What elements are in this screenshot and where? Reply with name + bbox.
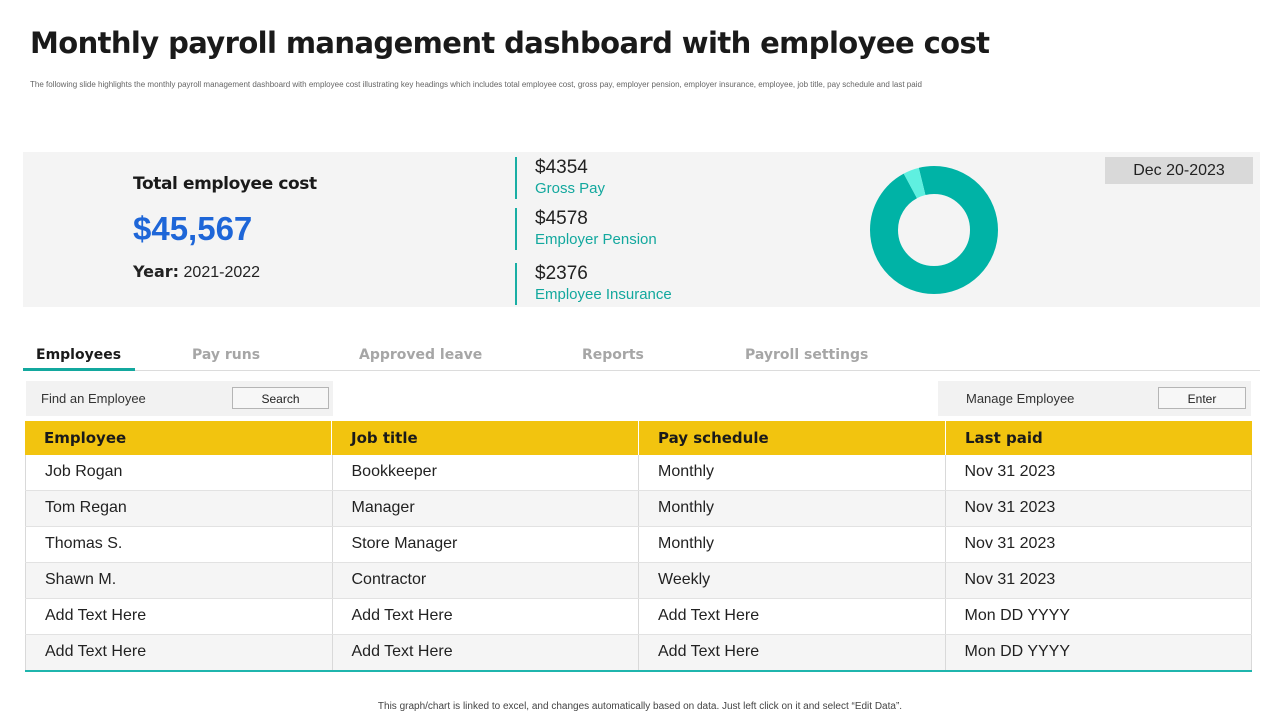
cell-employee: Thomas S.: [25, 527, 332, 562]
manage-employee-label: Manage Employee: [966, 391, 1075, 406]
cell-employee: Job Rogan: [25, 455, 332, 490]
metric-label: Employee Insurance: [535, 286, 672, 303]
cell-pay-schedule: Monthly: [638, 527, 945, 562]
metric-employer-pension: $4578 Employer Pension: [515, 208, 657, 250]
cell-job-title: Add Text Here: [331, 635, 639, 670]
cell-job-title: Store Manager: [331, 527, 639, 562]
column-header-pay-schedule: Pay schedule: [639, 421, 946, 455]
table-row[interactable]: Shawn M. Contractor Weekly Nov 31 2023: [25, 563, 1252, 599]
column-header-job-title: Job title: [332, 421, 639, 455]
year-row: Year: 2021-2022: [133, 262, 260, 282]
cell-job-title: Contractor: [331, 563, 639, 598]
cost-donut-chart: [870, 166, 998, 294]
cell-last-paid: Mon DD YYYY: [944, 599, 1252, 634]
year-label: Year:: [133, 262, 180, 281]
table-row[interactable]: Add Text Here Add Text Here Add Text Her…: [25, 599, 1252, 635]
metric-value: $4354: [535, 157, 588, 178]
cell-pay-schedule: Add Text Here: [638, 635, 945, 670]
page-subtitle: The following slide highlights the month…: [30, 80, 922, 89]
table-row[interactable]: Tom Regan Manager Monthly Nov 31 2023: [25, 491, 1252, 527]
cell-job-title: Manager: [331, 491, 639, 526]
cell-last-paid: Nov 31 2023: [944, 563, 1252, 598]
total-employee-cost-label: Total employee cost: [133, 174, 317, 194]
tab-reports[interactable]: Reports: [582, 347, 644, 363]
cell-last-paid: Nov 31 2023: [944, 491, 1252, 526]
tab-payroll-settings[interactable]: Payroll settings: [745, 347, 869, 363]
cell-pay-schedule: Monthly: [638, 455, 945, 490]
table-header: Employee Job title Pay schedule Last pai…: [25, 421, 1252, 455]
enter-button[interactable]: Enter: [1158, 387, 1246, 409]
footnote: This graph/chart is linked to excel, and…: [377, 701, 903, 712]
employee-table: Employee Job title Pay schedule Last pai…: [25, 421, 1252, 672]
cell-pay-schedule: Add Text Here: [638, 599, 945, 634]
column-header-last-paid: Last paid: [965, 429, 1043, 447]
total-employee-cost-value: $45,567: [133, 210, 253, 247]
search-button[interactable]: Search: [232, 387, 329, 409]
tab-pay-runs[interactable]: Pay runs: [192, 347, 261, 363]
cell-last-paid: Mon DD YYYY: [944, 635, 1252, 670]
active-tab-indicator: [23, 368, 135, 371]
metric-value: $2376: [535, 263, 588, 284]
metric-label: Gross Pay: [535, 180, 606, 197]
cell-employee: Tom Regan: [25, 491, 332, 526]
table-row[interactable]: Thomas S. Store Manager Monthly Nov 31 2…: [25, 527, 1252, 563]
find-employee-box: Find an Employee Search: [26, 381, 333, 416]
column-header-employee: Employee: [25, 421, 332, 455]
cell-pay-schedule: Weekly: [638, 563, 945, 598]
donut-slice-0: [870, 166, 998, 294]
metric-value: $4578: [535, 208, 588, 229]
cell-last-paid: Nov 31 2023: [944, 527, 1252, 562]
cell-employee: Add Text Here: [25, 599, 332, 634]
cell-job-title: Add Text Here: [331, 599, 639, 634]
tab-approved-leave[interactable]: Approved leave: [359, 347, 483, 363]
tab-employees[interactable]: Employees: [36, 347, 122, 363]
tab-bar: Employees Pay runs Approved leave Report…: [23, 342, 1260, 371]
date-badge: Dec 20-2023: [1105, 157, 1253, 184]
cell-last-paid: Nov 31 2023: [944, 455, 1252, 490]
find-employee-label: Find an Employee: [41, 391, 146, 406]
cell-pay-schedule: Monthly: [638, 491, 945, 526]
metric-employee-insurance: $2376 Employee Insurance: [515, 263, 672, 305]
metric-gross-pay: $4354 Gross Pay: [515, 157, 605, 199]
cell-job-title: Bookkeeper: [331, 455, 639, 490]
table-row[interactable]: Job Rogan Bookkeeper Monthly Nov 31 2023: [25, 455, 1252, 491]
page-title: Monthly payroll management dashboard wit…: [30, 26, 990, 60]
table-row[interactable]: Add Text Here Add Text Here Add Text Her…: [25, 635, 1252, 670]
year-value: 2021-2022: [183, 264, 261, 281]
cell-employee: Add Text Here: [25, 635, 332, 670]
summary-panel: Total employee cost $45,567 Year: 2021-2…: [23, 152, 1260, 307]
manage-employee-box: Manage Employee Enter: [938, 381, 1251, 416]
cell-employee: Shawn M.: [25, 563, 332, 598]
metric-label: Employer Pension: [535, 231, 657, 248]
